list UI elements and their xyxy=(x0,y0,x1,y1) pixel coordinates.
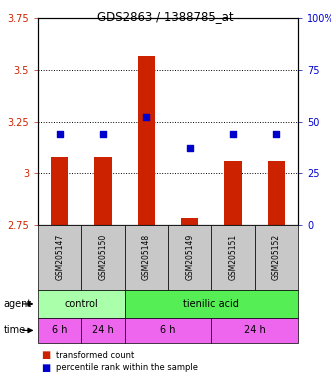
Text: 6 h: 6 h xyxy=(52,325,68,336)
Point xyxy=(230,131,236,137)
Text: GSM205147: GSM205147 xyxy=(55,234,64,280)
Text: GSM205148: GSM205148 xyxy=(142,234,151,280)
Text: 6 h: 6 h xyxy=(160,325,176,336)
Bar xyxy=(181,218,198,225)
Text: control: control xyxy=(65,299,98,309)
Point xyxy=(144,114,149,121)
Bar xyxy=(138,56,155,225)
Bar xyxy=(224,161,242,225)
Bar xyxy=(267,161,285,225)
Text: GSM205149: GSM205149 xyxy=(185,234,194,280)
Bar xyxy=(94,157,112,225)
Point xyxy=(57,131,62,137)
Text: GDS2863 / 1388785_at: GDS2863 / 1388785_at xyxy=(97,10,234,23)
Text: GSM205151: GSM205151 xyxy=(228,234,237,280)
Point xyxy=(100,131,106,137)
Text: time: time xyxy=(3,325,25,336)
Text: percentile rank within the sample: percentile rank within the sample xyxy=(56,363,198,372)
Text: GSM205150: GSM205150 xyxy=(99,234,108,280)
Text: 24 h: 24 h xyxy=(92,325,114,336)
Text: tienilic acid: tienilic acid xyxy=(183,299,239,309)
Point xyxy=(274,131,279,137)
Text: 24 h: 24 h xyxy=(244,325,265,336)
Point xyxy=(187,145,192,151)
Text: transformed count: transformed count xyxy=(56,351,134,360)
Text: ■: ■ xyxy=(41,350,51,360)
Text: agent: agent xyxy=(3,299,31,309)
Text: ■: ■ xyxy=(41,363,51,373)
Text: GSM205152: GSM205152 xyxy=(272,234,281,280)
Bar xyxy=(51,157,69,225)
